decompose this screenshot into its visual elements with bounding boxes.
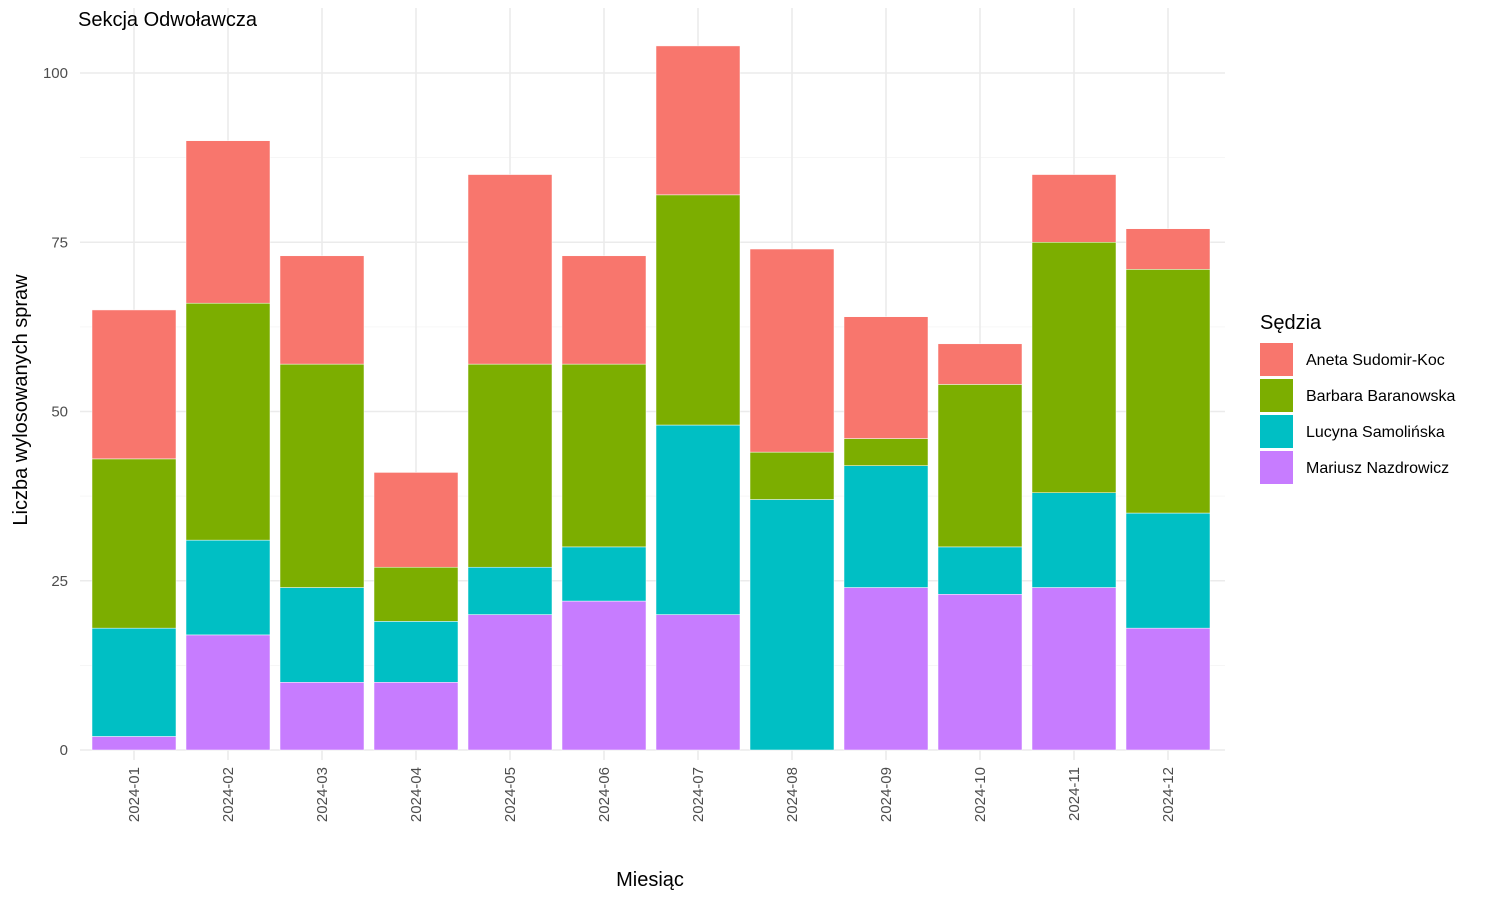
bar-segment bbox=[467, 174, 553, 365]
bar-segment bbox=[843, 438, 929, 466]
bar-segment bbox=[279, 682, 365, 751]
x-tick-label: 2024-10 bbox=[972, 767, 989, 822]
bar-segment bbox=[373, 682, 459, 751]
x-tick-label: 2024-09 bbox=[878, 767, 895, 822]
bar-segment bbox=[279, 255, 365, 365]
y-axis-title: Liczba wylosowanych spraw bbox=[10, 274, 32, 526]
bar-segment bbox=[937, 343, 1023, 385]
bar-segment bbox=[467, 363, 553, 568]
x-tick-label: 2024-12 bbox=[1160, 767, 1177, 822]
bar-segment bbox=[1031, 492, 1117, 588]
bar-segment bbox=[91, 309, 177, 460]
y-tick-label: 100 bbox=[43, 65, 68, 82]
x-axis-ticks: 2024-01 2024-02 2024-03 2024-04 2024-05 2024-… bbox=[126, 767, 1177, 822]
bar-segment bbox=[843, 316, 929, 439]
bar-segment bbox=[185, 634, 271, 751]
x-tick-label: 2024-07 bbox=[690, 767, 707, 822]
y-axis-ticks: 0 25 50 75 100 bbox=[43, 65, 68, 759]
x-tick-label: 2024-06 bbox=[596, 767, 613, 822]
x-tick-label: 2024-03 bbox=[314, 767, 331, 822]
legend-items: Aneta Sudomir-Koc Barbara Baranowska Lucyn… bbox=[1260, 343, 1456, 484]
chart-title: Sekcja Odwoławcza bbox=[78, 9, 258, 31]
bar-segment bbox=[279, 587, 365, 683]
bar-segment bbox=[373, 566, 459, 622]
x-tick-label: 2024-02 bbox=[220, 767, 237, 822]
bar-segment bbox=[91, 627, 177, 737]
y-tick-label: 0 bbox=[60, 742, 68, 759]
bar-segment bbox=[467, 566, 553, 615]
y-tick-label: 25 bbox=[51, 573, 68, 590]
x-tick-label: 2024-01 bbox=[126, 767, 143, 822]
bar-segment bbox=[843, 587, 929, 751]
legend-label: Aneta Sudomir-Koc bbox=[1306, 352, 1445, 369]
bar-segment bbox=[655, 424, 741, 615]
bar-segment bbox=[937, 546, 1023, 595]
y-tick-label: 75 bbox=[51, 234, 68, 251]
bar-segment bbox=[561, 546, 647, 602]
bar-segment bbox=[1125, 269, 1211, 514]
bar-segment bbox=[1031, 242, 1117, 493]
legend-key bbox=[1260, 343, 1293, 376]
x-tick-label: 2024-05 bbox=[502, 767, 519, 822]
legend-key bbox=[1260, 379, 1293, 412]
bar-segment bbox=[185, 539, 271, 636]
bar-segment bbox=[1031, 174, 1117, 243]
bar-segment bbox=[655, 45, 741, 196]
bar-segment bbox=[467, 614, 553, 751]
legend-label: Lucyna Samolińska bbox=[1306, 424, 1445, 441]
x-tick-label: 2024-04 bbox=[408, 767, 425, 822]
x-tick-label: 2024-08 bbox=[784, 767, 801, 822]
bar-segment bbox=[373, 621, 459, 683]
bar-segment bbox=[843, 465, 929, 588]
bar-segment bbox=[937, 384, 1023, 548]
legend-title: Sędzia bbox=[1260, 312, 1322, 334]
bar-segment bbox=[937, 594, 1023, 751]
bar-segment bbox=[655, 614, 741, 751]
y-tick-label: 50 bbox=[51, 404, 68, 421]
bar-segment bbox=[749, 248, 835, 453]
bar-segment bbox=[655, 194, 741, 426]
bar-segment bbox=[185, 140, 271, 304]
x-tick-label: 2024-11 bbox=[1066, 767, 1083, 821]
bar-segment bbox=[561, 255, 647, 365]
bar-segment bbox=[1125, 228, 1211, 270]
bars-layer bbox=[91, 45, 1211, 751]
bar-segment bbox=[1031, 587, 1117, 751]
bar-segment bbox=[1125, 512, 1211, 629]
bar-segment bbox=[279, 363, 365, 588]
bar-segment bbox=[91, 736, 177, 751]
bar-segment bbox=[373, 472, 459, 568]
bar-segment bbox=[561, 363, 647, 548]
bar-segment bbox=[1125, 627, 1211, 751]
legend-label: Barbara Baranowska bbox=[1306, 388, 1456, 405]
bar-segment bbox=[91, 458, 177, 629]
legend-label: Mariusz Nazdrowicz bbox=[1306, 460, 1449, 477]
bar-segment bbox=[749, 451, 835, 500]
legend-key bbox=[1260, 415, 1293, 448]
legend: Sędzia Aneta Sudomir-Koc Barbara Baranows… bbox=[1260, 312, 1456, 484]
bar-segment bbox=[749, 499, 835, 751]
bar-segment bbox=[561, 600, 647, 751]
x-axis-title: Miesiąc bbox=[616, 869, 684, 891]
bar-segment bbox=[185, 302, 271, 541]
legend-key bbox=[1260, 451, 1293, 484]
